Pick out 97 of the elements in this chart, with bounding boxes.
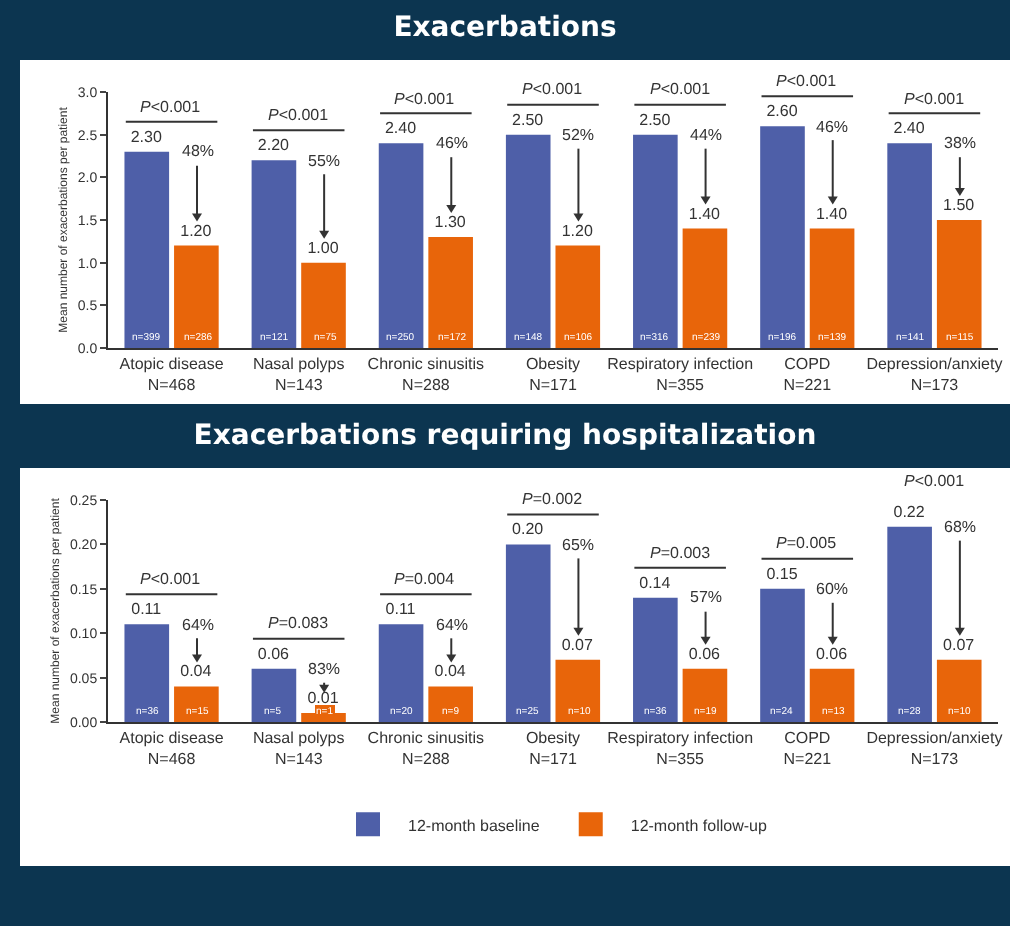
legend-label: 12-month baseline: [408, 816, 541, 835]
annotation: 64%: [436, 616, 469, 634]
bar: [378, 143, 424, 348]
bar: [505, 544, 551, 722]
x-tick-label: Chronic sinusitis N=288: [367, 355, 485, 394]
bar: [251, 160, 297, 348]
data-label: 0.06: [688, 644, 722, 663]
bar: [174, 245, 219, 348]
text: P<0.001: [776, 72, 838, 90]
bar: [505, 134, 551, 348]
bar: [555, 245, 601, 348]
annotation: P<0.001: [394, 90, 456, 108]
annotation: 60%: [816, 580, 849, 598]
bar: [378, 624, 424, 722]
x-tick-label: Atopic disease N=468: [119, 729, 225, 768]
data-label: 1.00: [307, 238, 340, 257]
x-tick-label: Depression/anxiety N=173: [866, 355, 1003, 394]
data-label: 1.40: [688, 204, 722, 223]
data-label: 0.22: [893, 502, 926, 521]
x-tick-label: COPD N=221: [783, 729, 833, 768]
annotation: 44%: [690, 126, 723, 144]
data-label: 2.20: [257, 136, 291, 155]
x-tick-label: Obesity N=171: [525, 355, 581, 394]
data-label: 1.30: [434, 213, 467, 232]
bar: [809, 228, 855, 348]
annotation: P<0.001: [268, 106, 330, 124]
bar: [887, 143, 932, 348]
annotation: 46%: [436, 134, 469, 152]
annotation: 57%: [690, 588, 723, 606]
data-label: 0.20: [512, 520, 545, 539]
bar: [633, 134, 678, 348]
data-label: 1.50: [943, 196, 976, 214]
bar: [633, 597, 678, 722]
annotation: 48%: [182, 142, 215, 160]
x-tick-label: Obesity N=171: [525, 729, 581, 768]
bar: [760, 126, 805, 348]
bar: [301, 262, 346, 348]
data-label: 2.40: [384, 119, 418, 138]
text: P<0.001: [904, 472, 966, 490]
chart-title: Exacerbations: [391, 10, 619, 48]
x-tick-label: COPD N=221: [783, 355, 833, 394]
annotation: 65%: [562, 536, 595, 554]
data-label: 2.60: [766, 102, 799, 121]
data-label: 2.40: [893, 119, 926, 138]
data-label: 1.40: [815, 204, 849, 223]
data-label: 2.50: [512, 110, 545, 129]
bar: [887, 526, 932, 722]
annotation: P<0.001: [140, 570, 202, 588]
bar: [555, 659, 601, 722]
annotation: 46%: [816, 118, 849, 136]
annotation: 64%: [182, 616, 215, 634]
data-label: 0.04: [180, 662, 213, 681]
data-label: 0.11: [131, 600, 163, 619]
annotation: 38%: [944, 134, 977, 152]
bar: [682, 228, 728, 348]
bar: [760, 588, 805, 722]
data-label: 0.06: [257, 644, 291, 663]
x-tick-label: Atopic disease N=468: [119, 355, 225, 394]
annotation: P=0.083: [268, 614, 330, 632]
annotation: 55%: [308, 152, 341, 170]
data-label: 0.14: [639, 573, 672, 592]
annotation: P<0.001: [904, 90, 966, 108]
annotation: 68%: [944, 518, 977, 536]
data-label: 0.11: [385, 600, 417, 619]
bar: [428, 237, 473, 348]
x-tick-label: Respiratory infection N=355: [607, 729, 754, 768]
x-tick-label: Respiratory infection N=355: [607, 355, 754, 394]
annotation: P<0.001: [140, 98, 202, 116]
bar: [124, 624, 170, 722]
annotation: P<0.001: [522, 80, 584, 98]
annotation: P=0.005: [776, 534, 838, 552]
data-label: 0.04: [434, 662, 467, 681]
annotation: P=0.004: [394, 570, 456, 588]
data-label: 0.06: [815, 644, 849, 663]
data-label: 2.50: [639, 110, 672, 129]
legend-label: 12-month follow-up: [630, 816, 768, 835]
data-label: 0.15: [766, 564, 799, 583]
annotation: P<0.001: [650, 80, 712, 98]
data-label: 2.30: [130, 127, 163, 146]
x-tick-label: Chronic sinusitis N=288: [367, 729, 485, 768]
bar: [936, 659, 982, 722]
data-label: 1.20: [561, 221, 594, 240]
bar: [936, 220, 982, 348]
annotation: P=0.002: [522, 490, 584, 508]
data-label: 0.01: [307, 689, 340, 708]
x-tick-label: Nasal polyps N=143: [252, 355, 345, 394]
chart-title: Exacerbations requiring hospitalization: [191, 418, 819, 456]
x-tick-label: Depression/anxiety N=173: [866, 729, 1003, 768]
annotation: 83%: [308, 660, 341, 678]
data-label: 0.07: [943, 635, 976, 654]
data-label: 1.20: [180, 221, 213, 240]
data-label: 0.07: [561, 635, 594, 654]
x-tick-label: Nasal polyps N=143: [252, 729, 345, 768]
bar: [251, 668, 297, 722]
annotation: 52%: [562, 126, 595, 144]
bar: [124, 151, 170, 348]
annotation: P=0.003: [650, 544, 712, 562]
